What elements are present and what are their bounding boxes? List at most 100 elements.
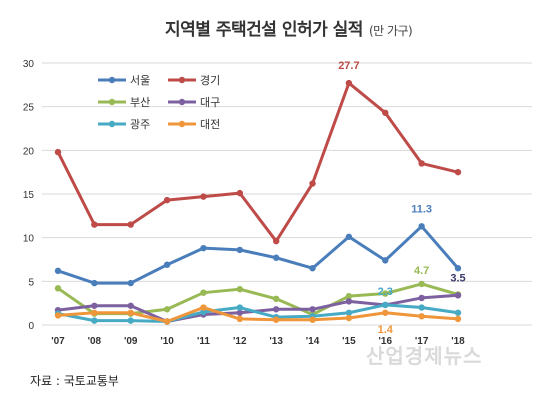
data-point (54, 312, 62, 319)
data-point (54, 285, 62, 292)
data-point (200, 304, 207, 311)
legend-marker (108, 98, 116, 106)
data-point (309, 265, 316, 272)
data-point (382, 257, 389, 264)
data-point (236, 285, 244, 293)
data-point (127, 317, 134, 324)
source-note: 자료 : 국토교통부 (30, 374, 119, 388)
x-tick-label: '17 (415, 336, 429, 347)
data-point (418, 313, 425, 320)
x-tick-label: '07 (51, 336, 65, 347)
data-point (345, 314, 353, 322)
chart-unit: (만 가구) (368, 24, 413, 38)
series-line-경기 (56, 81, 459, 243)
x-tick-label: '15 (342, 336, 356, 347)
y-tick-label: 10 (23, 234, 35, 245)
legend-label: 대전 (200, 118, 220, 131)
x-tick-label: '14 (306, 336, 320, 347)
data-point (418, 160, 425, 167)
chart-title: 지역별 주택건설 인허가 실적 (만 가구) (165, 15, 413, 40)
data-label: 1.4 (378, 324, 394, 336)
legend-marker (178, 98, 186, 106)
data-point (236, 315, 244, 323)
y-tick-label: 30 (23, 59, 35, 70)
data-point (163, 306, 171, 313)
data-point (200, 193, 207, 200)
data-label: 27.7 (338, 60, 359, 72)
y-tick-label: 20 (23, 146, 35, 157)
legend-label: 대구 (200, 96, 220, 109)
data-point (236, 189, 244, 197)
data-point (272, 306, 280, 313)
series-line-대구 (57, 293, 459, 324)
data-point (345, 233, 353, 240)
data-point (272, 316, 280, 323)
legend-marker (178, 120, 186, 128)
data-point (382, 301, 389, 309)
series-line-대전 (57, 306, 459, 324)
x-tick-label: '09 (124, 336, 138, 347)
data-point (345, 79, 353, 87)
data-point (454, 292, 462, 299)
watermark: 산업경제뉴스 (366, 344, 483, 368)
y-tick-label: 15 (23, 190, 35, 201)
data-point (163, 261, 171, 268)
data-point (236, 309, 244, 316)
x-tick-label: '08 (88, 336, 102, 347)
data-point (127, 302, 134, 309)
data-point (454, 265, 462, 272)
data-label: 4.7 (414, 265, 429, 277)
series-line-광주 (57, 303, 459, 324)
data-point (382, 109, 389, 116)
data-point (345, 292, 353, 300)
data-point (418, 223, 425, 230)
x-tick-label: '13 (269, 336, 283, 347)
chart-title-text: 지역별 주택건설 인허가 실적 (165, 20, 363, 40)
data-point (309, 306, 316, 313)
data-point (272, 237, 280, 245)
x-tick-label: '10 (160, 336, 174, 347)
data-point (418, 280, 425, 288)
data-point (127, 221, 134, 228)
data-point (272, 254, 280, 261)
data-point (454, 168, 462, 176)
y-tick-label: 25 (23, 103, 35, 114)
data-point (345, 298, 353, 305)
data-point (418, 304, 425, 311)
data-point (54, 267, 62, 275)
x-tick-label: '11 (197, 336, 210, 347)
data-point (200, 244, 207, 252)
data-point (418, 294, 425, 302)
data-point (127, 279, 134, 287)
data-point (236, 246, 244, 254)
data-point (163, 318, 171, 325)
data-point (91, 302, 98, 309)
data-label: 2.3 (378, 286, 393, 298)
legend-marker (108, 76, 116, 84)
data-label: 11.3 (411, 203, 432, 215)
x-tick-label: '16 (379, 336, 393, 347)
legend-marker (108, 120, 116, 128)
legend-label: 부산 (130, 96, 150, 109)
data-point (91, 309, 98, 316)
legend-label: 서울 (130, 74, 150, 87)
data-point (91, 279, 98, 287)
y-tick-label: 0 (28, 321, 34, 332)
series-line-서울 (57, 224, 460, 285)
data-point (309, 180, 316, 187)
x-tick-label: '12 (233, 336, 247, 347)
data-point (272, 295, 280, 302)
data-point (345, 309, 353, 316)
data-point (127, 309, 134, 316)
data-point (91, 221, 98, 228)
data-point (54, 148, 62, 156)
data-label: 3.5 (450, 272, 465, 284)
data-point (163, 196, 171, 204)
y-tick-label: 5 (28, 277, 34, 288)
data-point (236, 304, 244, 311)
data-point (454, 315, 462, 323)
data-point (200, 289, 207, 296)
data-point (382, 309, 389, 316)
legend-label: 광주 (130, 118, 150, 131)
